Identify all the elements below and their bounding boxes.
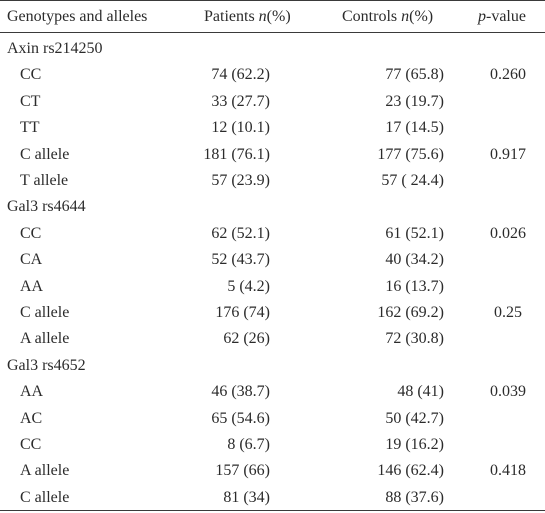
table-header: Genotypes and alleles Patients n(%) Cont…: [0, 2, 545, 32]
patients-cell: 65 (54.6): [211, 409, 270, 427]
controls-cell: 146 (62.4): [377, 462, 444, 480]
table-row: C allele 176 (74) 162 (69.2) 0.25: [0, 298, 545, 328]
group-label: Gal3 rs4652: [7, 356, 86, 374]
p-value-cell: [478, 483, 538, 513]
header-controls: Controls n(%): [342, 8, 434, 25]
table-row: A allele 62 (26) 72 (30.8): [0, 324, 545, 354]
genotype-label: CC: [20, 436, 42, 453]
controls-cell: 177 (75.6): [377, 145, 444, 163]
genotype-label: CC: [20, 224, 42, 242]
patients-cell: 12 (10.1): [211, 119, 270, 137]
genotype-label: A allele: [20, 462, 70, 480]
genotype-label: C allele: [20, 145, 70, 163]
controls-cell: 77 (65.8): [385, 66, 444, 84]
controls-cell: 19 (16.2): [385, 436, 444, 453]
patients-cell: 81 (34): [223, 488, 270, 506]
table-row: TT 12 (10.1) 17 (14.5): [0, 113, 545, 143]
p-value-cell: 0.25: [494, 304, 522, 321]
patients-cell: 181 (76.1): [203, 145, 270, 163]
group-row: Gal3 rs4644: [0, 192, 545, 222]
table-row: A allele 157 (66) 146 (62.4) 0.418: [0, 456, 545, 486]
p-value-cell: 0.026: [490, 224, 526, 242]
group-label: Axin rs214250: [7, 40, 103, 57]
header-genotypes: Genotypes and alleles: [7, 8, 148, 25]
patients-cell: 62 (26): [223, 330, 270, 348]
genotype-label: TT: [20, 119, 40, 137]
table-row: AC 65 (54.6) 50 (42.7): [0, 404, 545, 434]
controls-cell: 40 (34.2): [385, 251, 444, 269]
top-rule: [0, 0, 545, 1]
p-value-cell: 0.260: [490, 66, 526, 84]
genotype-label: CT: [20, 92, 41, 110]
controls-cell: 162 (69.2): [377, 304, 444, 321]
controls-cell: 16 (13.7): [385, 277, 444, 295]
p-value-cell: 0.039: [490, 383, 526, 401]
table-row: CC 62 (52.1) 61 (52.1) 0.026: [0, 219, 545, 249]
genotype-label: A allele: [20, 330, 70, 348]
p-value-cell: 0.418: [490, 462, 526, 480]
header-rule: [0, 32, 545, 33]
patients-cell: 62 (52.1): [211, 224, 270, 242]
patients-cell: 8 (6.7): [227, 436, 270, 453]
genotype-label: CA: [20, 251, 43, 269]
controls-cell: 61 (52.1): [385, 224, 444, 242]
controls-cell: 72 (30.8): [385, 330, 444, 348]
table-row: AA 46 (38.7) 48 (41) 0.039: [0, 377, 545, 407]
genotype-label: T allele: [20, 172, 69, 189]
controls-cell: 17 (14.5): [385, 119, 444, 137]
table-row: CA 52 (43.7) 40 (34.2): [0, 245, 545, 275]
controls-cell: 48 (41): [397, 383, 444, 401]
patients-cell: 57 (23.9): [211, 172, 270, 189]
table-row: CC 74 (62.2) 77 (65.8) 0.260: [0, 60, 545, 90]
genotype-label: AA: [20, 383, 44, 401]
patients-cell: 46 (38.7): [211, 383, 270, 401]
patients-cell: 33 (27.7): [211, 92, 270, 110]
genotype-label: AA: [20, 277, 44, 295]
genotype-label: CC: [20, 66, 42, 84]
table-row: AA 5 (4.2) 16 (13.7): [0, 272, 545, 302]
genotype-label: AC: [20, 409, 43, 427]
p-value-cell: 0.917: [490, 145, 526, 163]
controls-cell: 88 (37.6): [385, 488, 444, 506]
group-row: Gal3 rs4652: [0, 351, 545, 381]
header-patients: Patients n(%): [204, 8, 291, 25]
table-row: C allele 181 (76.1) 177 (75.6) 0.917: [0, 140, 545, 170]
genotype-label: C allele: [20, 488, 70, 506]
patients-cell: 176 (74): [215, 304, 270, 321]
group-row: Axin rs214250: [0, 34, 545, 64]
patients-cell: 74 (62.2): [211, 66, 270, 84]
patients-cell: 52 (43.7): [211, 251, 270, 269]
controls-cell: 57 ( 24.4): [381, 172, 444, 189]
table-row: C allele 81 (34) 88 (37.6): [0, 483, 545, 513]
controls-cell: 50 (42.7): [385, 409, 444, 427]
group-label: Gal3 rs4644: [7, 198, 86, 216]
table-row: CT 33 (27.7) 23 (19.7): [0, 87, 545, 117]
patients-cell: 157 (66): [215, 462, 270, 480]
header-p-value: p-value: [478, 8, 526, 25]
genotype-label: C allele: [20, 304, 70, 321]
table-row: T allele 57 (23.9) 57 ( 24.4): [0, 166, 545, 196]
controls-cell: 23 (19.7): [385, 92, 444, 110]
table-row: CC 8 (6.7) 19 (16.2): [0, 430, 545, 460]
patients-cell: 5 (4.2): [227, 277, 270, 295]
